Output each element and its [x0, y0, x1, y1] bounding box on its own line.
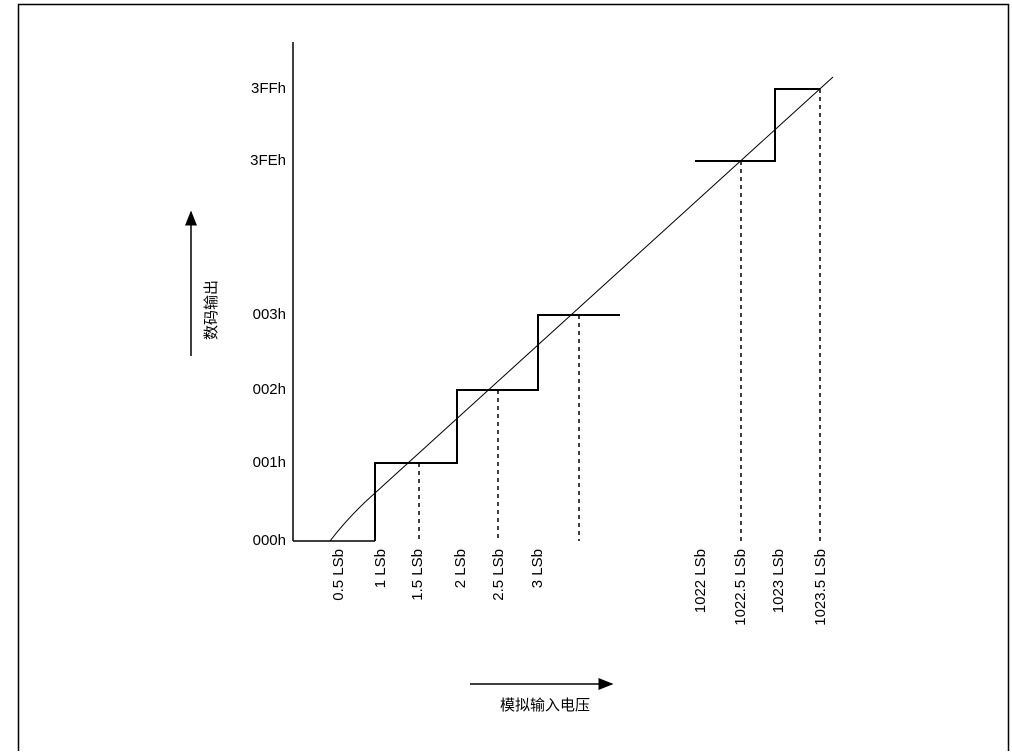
y-axis-label: 数码输出	[202, 280, 220, 340]
y-tick-label: 001h	[253, 454, 286, 471]
staircase	[374, 88, 820, 541]
x-tick-label: 1022 LSb	[692, 549, 709, 613]
x-tick-label: 1 LSb	[372, 549, 389, 588]
ideal-line	[329, 76, 834, 542]
x-tick-label: 1023 LSb	[770, 549, 787, 613]
x-tick-label: 2 LSb	[452, 549, 469, 588]
dashed-guides	[418, 89, 821, 541]
x-tick-label: 0.5 LSb	[330, 549, 347, 601]
y-tick-label: 3FFh	[251, 80, 286, 97]
x-tick-label: 1.5 LSb	[409, 549, 426, 601]
y-tick-label: 003h	[253, 306, 286, 323]
y-tick-label: 3FEh	[250, 152, 286, 169]
x-axis-label: 模拟输入电压	[500, 696, 590, 714]
x-tick-label: 3 LSb	[529, 549, 546, 588]
frame	[17, 3, 1010, 756]
x-tick-label: 2.5 LSb	[490, 549, 507, 601]
y-tick-label: 000h	[253, 532, 286, 549]
axes	[292, 42, 375, 542]
x-tick-label: 1022.5 LSb	[732, 549, 749, 626]
x-tick-label: 1023.5 LSb	[812, 549, 829, 626]
y-tick-label: 002h	[253, 381, 286, 398]
